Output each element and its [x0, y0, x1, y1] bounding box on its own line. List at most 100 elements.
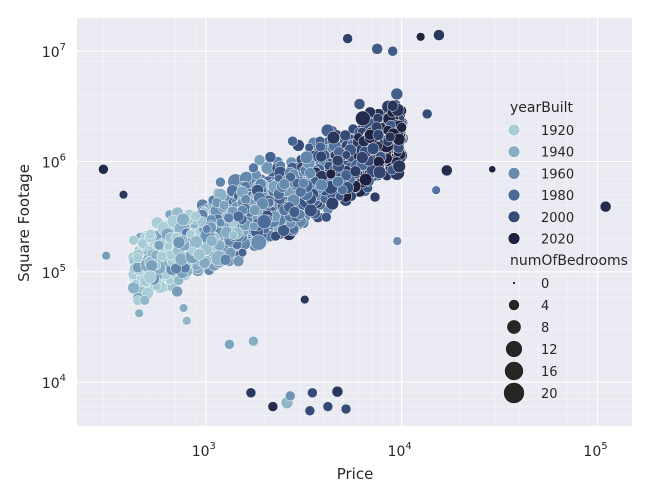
data-point: [304, 167, 316, 179]
legend-size-marker: [506, 319, 522, 335]
data-point: [101, 251, 111, 261]
data-point: [182, 316, 192, 326]
legend-size-label: 0: [541, 277, 549, 292]
data-point: [331, 154, 344, 167]
data-point: [349, 165, 362, 178]
data-point: [384, 131, 396, 143]
legend-size-label: 12: [541, 343, 558, 358]
y-tick-label: 106: [42, 153, 66, 172]
x-tick-label: 104: [388, 441, 412, 460]
data-point: [153, 240, 165, 251]
data-point: [355, 110, 371, 127]
data-point: [396, 122, 407, 133]
data-point: [340, 403, 352, 415]
data-point: [387, 45, 398, 57]
data-point: [248, 335, 259, 347]
data-point: [372, 165, 387, 179]
data-point: [315, 178, 328, 192]
data-point: [366, 142, 380, 155]
data-point: [176, 212, 190, 227]
data-point: [206, 235, 218, 247]
data-point: [288, 206, 301, 218]
data-point: [145, 259, 158, 272]
data-point: [353, 98, 366, 110]
data-point: [248, 204, 261, 216]
data-point: [215, 176, 226, 188]
legend-hue-label: 1960: [541, 167, 574, 182]
data-point: [163, 241, 174, 251]
data-point: [224, 339, 235, 350]
y-tick-label: 107: [42, 42, 66, 61]
data-point: [304, 203, 318, 218]
data-point: [139, 295, 150, 306]
data-point: [488, 165, 496, 174]
data-point: [127, 281, 140, 295]
y-tick-label: 105: [42, 263, 66, 282]
data-point: [339, 129, 352, 142]
data-point: [218, 200, 230, 211]
data-point: [132, 252, 143, 264]
data-point: [287, 135, 298, 147]
data-point: [190, 210, 201, 222]
data-point: [359, 172, 373, 187]
data-point: [223, 212, 234, 224]
data-point: [178, 303, 189, 313]
data-point: [143, 270, 157, 284]
data-point: [372, 129, 385, 141]
data-point: [253, 154, 266, 166]
data-point: [342, 33, 353, 44]
legend-size-label: 20: [541, 387, 558, 402]
legend-hue-label: 2020: [541, 233, 574, 248]
data-point: [599, 200, 612, 213]
legend-hue-marker: [507, 188, 521, 202]
legend-size-label: 8: [541, 321, 549, 336]
x-tick-label: 105: [583, 441, 607, 460]
data-point: [156, 250, 168, 262]
legend: yearBuilt 1920 1940 1960 1980 2000 2020 numOf…: [503, 100, 628, 404]
data-point: [172, 236, 186, 249]
x-axis-label: Price: [337, 465, 374, 483]
data-point: [256, 197, 269, 210]
data-point: [248, 162, 259, 174]
legend-hue-label: 1920: [541, 124, 574, 139]
data-point: [232, 210, 245, 223]
data-point: [171, 285, 183, 298]
data-point: [315, 141, 326, 153]
data-point: [341, 150, 351, 160]
data-point: [216, 218, 226, 228]
data-point: [237, 247, 248, 258]
data-point: [369, 191, 381, 203]
legend-size-marker: [505, 340, 523, 358]
legend-hue-marker: [507, 232, 521, 245]
data-point: [270, 230, 281, 242]
data-point: [386, 100, 399, 112]
data-point: [249, 221, 259, 231]
legend-hue-label: 2000: [541, 211, 574, 226]
data-point: [322, 401, 334, 412]
data-point: [315, 150, 327, 163]
data-point: [240, 194, 251, 205]
y-tick-label: 104: [42, 373, 66, 392]
data-point: [118, 190, 129, 200]
data-point: [145, 228, 156, 240]
legend-hue-label: 1980: [541, 189, 574, 204]
data-point: [331, 385, 344, 398]
data-point: [300, 294, 310, 305]
data-point: [392, 159, 406, 174]
minor-gridlines: [77, 17, 632, 427]
data-point: [264, 151, 277, 163]
legend-size-entries: 0 4 8 12 16 20: [503, 277, 558, 404]
data-point: [189, 235, 203, 249]
data-point: [285, 171, 296, 183]
data-point: [390, 87, 404, 101]
legend-size-marker: [508, 299, 520, 311]
data-point: [326, 130, 341, 145]
legend-size-marker: [503, 382, 525, 404]
data-point: [304, 405, 316, 416]
legend-hue-entries: 1920 1940 1960 1980 2000 2020: [507, 123, 574, 248]
legend-hue-marker: [507, 123, 521, 137]
data-point: [421, 108, 433, 120]
legend-size-title: numOfBedrooms: [510, 253, 628, 269]
data-point: [137, 238, 148, 249]
